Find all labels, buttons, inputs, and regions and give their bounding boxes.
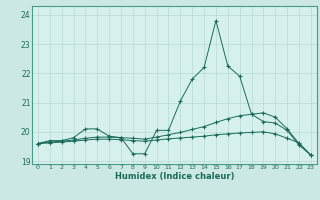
X-axis label: Humidex (Indice chaleur): Humidex (Indice chaleur) xyxy=(115,172,234,181)
